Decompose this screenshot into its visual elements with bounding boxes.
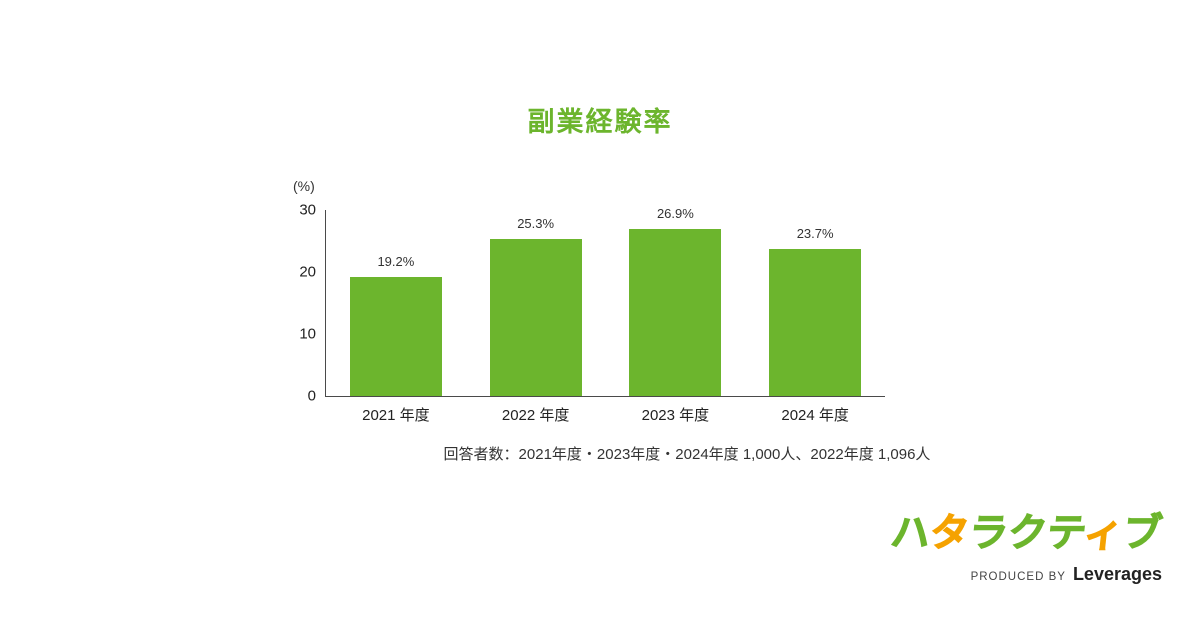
company-name: Leverages (1072, 563, 1162, 584)
bar-value-label: 26.9% (656, 206, 694, 222)
x-axis-label: 2021 年度 (362, 407, 430, 424)
logo-char: ハ (888, 511, 933, 555)
bar (629, 229, 722, 396)
bar (769, 249, 862, 396)
x-axis-label: 2024 年度 (781, 407, 849, 424)
logo-wordmark: ハタラクティブ (888, 510, 1165, 559)
bar-value-label: 25.3% (517, 216, 555, 232)
logo-char: ィ (1081, 511, 1126, 555)
respondents-note: 回答者数：2021年度・2023年度・2024年度 1,000人、2022年度 … (443, 446, 931, 463)
produced-by-label: PRODUCED BY (970, 570, 1066, 583)
bar (489, 239, 582, 396)
produced-by-line: PRODUCED BY Leverages (891, 564, 1162, 585)
brand-logo: ハタラクティブ PRODUCED BY Leverages (888, 510, 1165, 585)
y-tick-label: 10 (299, 325, 316, 343)
chart-title: 副業経験率 (527, 107, 673, 137)
logo-char: ブ (1120, 511, 1165, 555)
y-axis-ticks: 0 10 20 30 (268, 202, 316, 405)
logo-char: テ (1045, 511, 1087, 555)
y-tick-label: 20 (299, 263, 316, 281)
bar-value-label: 23.7% (796, 226, 834, 242)
bar-value-label: 19.2% (377, 253, 415, 269)
logo-char: タ (927, 511, 972, 555)
x-axis-label: 2023 年度 (641, 407, 710, 424)
logo-char: ラ (966, 511, 1011, 555)
y-tick-label: 30 (299, 201, 316, 219)
x-axis-label: 2022 年度 (501, 407, 570, 424)
logo-char: ク (1006, 511, 1051, 555)
plot-area: 19.2% 2021 年度 25.3% 2022 年度 26.9% 2023 年度 23.7… (325, 206, 885, 424)
y-tick-label: 0 (307, 387, 316, 405)
bar (349, 276, 442, 396)
y-axis-unit: (%) (293, 178, 315, 194)
